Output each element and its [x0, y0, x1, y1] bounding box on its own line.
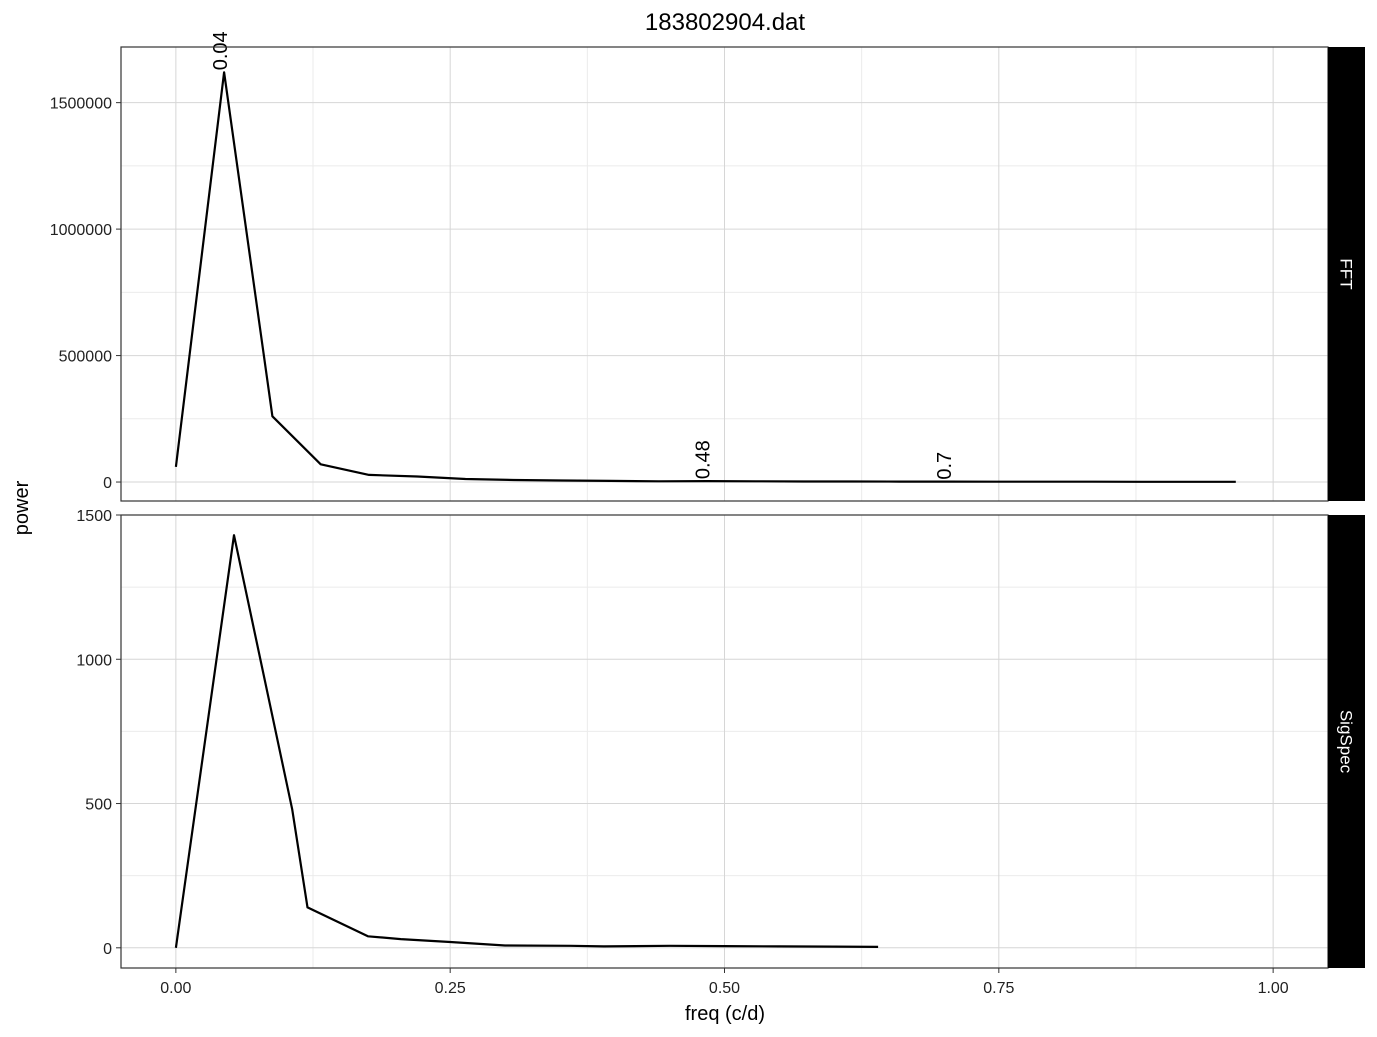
x-tick-label: 0.75: [983, 980, 1014, 997]
x-axis-ticks: 0.00 0.25 0.50 0.75 1.00: [160, 968, 1289, 997]
facet-strip-label: SigSpec: [1337, 710, 1356, 774]
series-line-fft: [174, 71, 1236, 483]
panel-fft: 0 500000 1000000 1500000 0.04 0.48 0.7 FFT: [50, 31, 1365, 502]
facet-strip: [1328, 515, 1365, 968]
chart-title: 183802904.dat: [645, 9, 805, 36]
y-tick-label: 0: [103, 475, 112, 492]
x-axis-label: freq (c/d): [685, 1003, 765, 1025]
peak-annotation: 0.48: [693, 440, 715, 479]
y-axis-label: power: [11, 480, 33, 535]
y-tick-label: 1500: [76, 508, 112, 525]
y-tick-label: 0: [103, 941, 112, 958]
peak-annotation: 0.7: [934, 452, 956, 480]
panel-sigspec: 0 500 1000 1500 SigSpec: [76, 508, 1365, 969]
y-tick-label: 500: [85, 797, 112, 814]
y-tick-label: 1500000: [50, 96, 112, 113]
facet-strip: [1328, 47, 1365, 501]
peak-annotation: 0.04: [210, 31, 232, 70]
x-tick-label: 0.00: [160, 980, 191, 997]
series-line-sigspec: [174, 534, 879, 948]
x-tick-label: 0.50: [709, 980, 740, 997]
y-tick-label: 1000000: [50, 222, 112, 239]
y-tick-label: 500000: [59, 349, 112, 366]
x-tick-label: 1.00: [1258, 980, 1289, 997]
y-tick-label: 1000: [76, 652, 112, 669]
facet-strip-label: FFT: [1337, 258, 1356, 289]
x-tick-label: 0.25: [435, 980, 466, 997]
